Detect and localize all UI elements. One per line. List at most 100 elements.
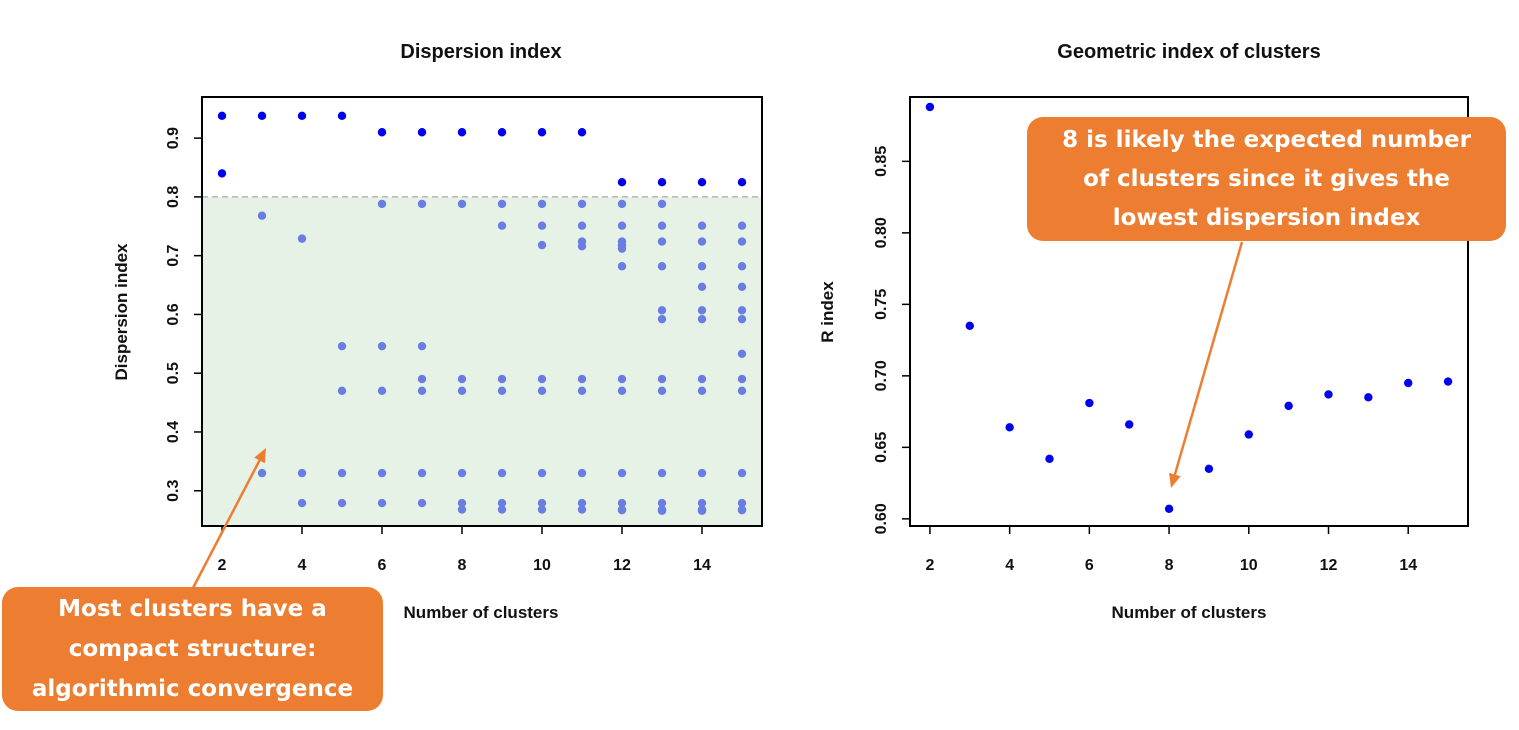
dispersion-index-chart: Dispersion index 2 4 6 8 10 12 14 0.3 0.4 0.5 0.6… [112, 41, 763, 622]
data-point [697, 221, 707, 230]
data-point [737, 178, 747, 187]
left-y-axis-label: Dispersion index [112, 243, 131, 381]
data-point [457, 128, 467, 137]
data-point [577, 128, 587, 137]
y-tick-label: 0.5 [165, 362, 182, 384]
data-point [1443, 377, 1453, 386]
right-annotation-callout: 8 is likely the expected number of clust… [1027, 117, 1506, 241]
data-point [697, 498, 707, 508]
data-point [697, 468, 707, 478]
left-callout-line-1: Most clusters have a [58, 596, 327, 622]
left-callout-line-3: algorithmic convergence [31, 676, 354, 702]
data-point [217, 169, 227, 178]
left-arrow-head [254, 448, 266, 464]
data-point [377, 341, 387, 351]
data-point [337, 498, 347, 508]
y-tick-label: 0.4 [165, 421, 182, 443]
data-point [457, 386, 467, 396]
x-tick-label: 14 [693, 557, 711, 574]
y-tick-label: 0.8 [165, 186, 182, 208]
data-point [497, 128, 507, 137]
right-callout-line-2: of clusters since it gives the [1083, 165, 1450, 192]
x-tick-label: 6 [378, 557, 387, 574]
y-tick-label: 0.70 [873, 360, 890, 391]
data-point [537, 386, 547, 396]
right-callout-line-3: lowest dispersion index [1112, 204, 1421, 231]
data-point [537, 498, 547, 508]
y-tick-label: 0.6 [165, 303, 182, 325]
data-point [1204, 464, 1214, 473]
x-tick-label: 14 [1399, 557, 1417, 574]
data-point [737, 282, 747, 292]
data-point [577, 498, 587, 508]
data-point [297, 498, 307, 508]
x-tick-label: 2 [925, 557, 934, 574]
data-point [377, 498, 387, 508]
data-point [697, 506, 707, 515]
data-point [657, 314, 667, 324]
data-point [657, 374, 667, 384]
data-point [1164, 504, 1174, 514]
x-tick-label: 12 [1320, 557, 1338, 574]
data-point [1404, 378, 1413, 388]
data-point [617, 498, 627, 508]
data-point [1284, 401, 1293, 411]
data-point [497, 468, 507, 478]
data-point [737, 386, 747, 396]
data-point [577, 468, 587, 478]
data-point [657, 221, 667, 230]
data-point [697, 282, 707, 292]
data-point [657, 199, 667, 209]
data-point [617, 199, 627, 209]
right-arrow-head [1169, 472, 1181, 488]
data-point [217, 111, 227, 121]
data-point [297, 468, 307, 478]
data-point [497, 374, 507, 384]
data-point [617, 505, 627, 515]
data-point [617, 468, 627, 478]
data-point [737, 237, 747, 246]
data-point [577, 242, 587, 251]
data-point [737, 221, 747, 230]
left-y-axis: 0.3 0.4 0.5 0.6 0.7 0.8 0.9 [165, 127, 202, 502]
data-point [497, 221, 507, 230]
data-point [537, 374, 547, 384]
left-annotation-callout: Most clusters have a compact structure: … [2, 587, 383, 711]
data-point [417, 341, 427, 351]
data-point [257, 211, 267, 220]
data-point [417, 128, 427, 137]
x-tick-label: 6 [1085, 557, 1094, 574]
data-point [497, 505, 507, 514]
data-point [417, 386, 427, 396]
x-tick-label: 4 [298, 557, 307, 574]
data-point [457, 498, 467, 508]
data-point [417, 498, 427, 508]
data-point [1085, 398, 1094, 408]
x-tick-label: 8 [458, 557, 467, 574]
data-point [537, 221, 547, 230]
left-arrow-line [191, 459, 261, 589]
y-tick-label: 0.85 [873, 146, 890, 177]
right-x-axis-label: Number of clusters [1112, 603, 1267, 622]
data-point [497, 498, 507, 508]
data-point [257, 111, 267, 121]
data-point [697, 262, 707, 271]
left-plot-frame [201, 96, 763, 527]
right-arrow-line [1173, 241, 1244, 475]
data-point [377, 386, 387, 396]
data-point [737, 498, 747, 508]
data-point [657, 498, 667, 508]
data-point [537, 505, 547, 514]
data-point [377, 199, 387, 209]
data-point [577, 505, 587, 514]
data-point [377, 468, 387, 478]
data-point [537, 128, 547, 137]
right-data-points [925, 102, 1453, 514]
data-point [417, 199, 427, 209]
data-point [617, 244, 627, 253]
data-point [657, 306, 667, 315]
data-point [577, 199, 587, 209]
left-x-axis: 2 4 6 8 10 12 14 [218, 526, 711, 574]
data-point [737, 374, 747, 384]
